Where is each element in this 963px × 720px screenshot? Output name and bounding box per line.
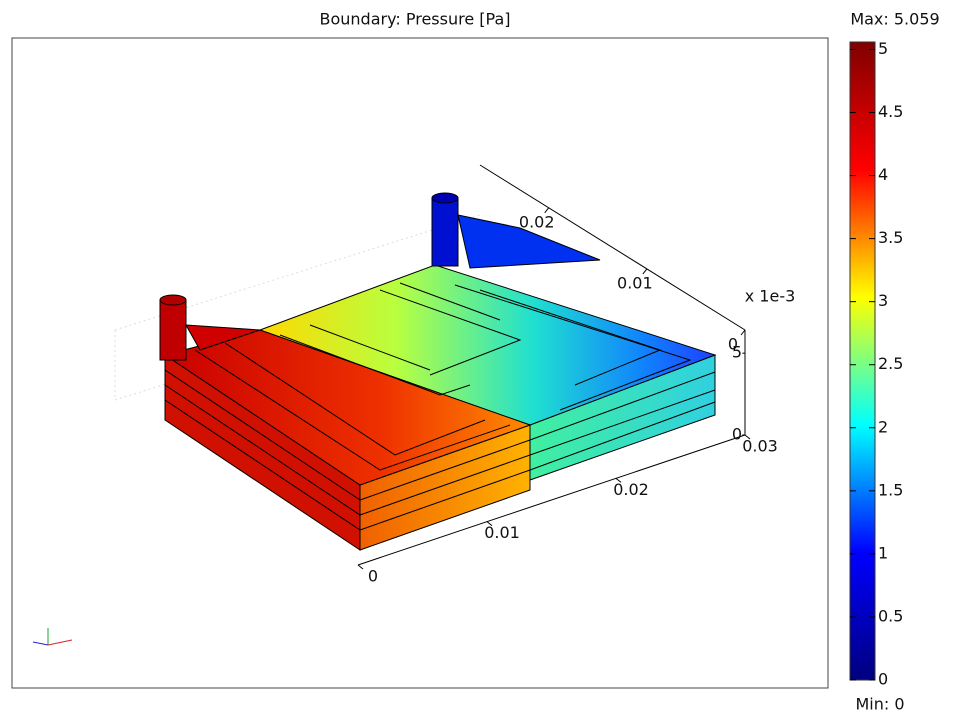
colorbar-tick-label: 4.5 — [878, 102, 903, 121]
x-axis-tick-label: 0.03 — [742, 437, 778, 456]
colorbar-tick-label: 3.5 — [878, 228, 903, 247]
colorbar — [850, 42, 875, 680]
x-axis-tick-label: 0 — [368, 567, 378, 586]
z-axis-label: x 1e-3 — [745, 287, 796, 306]
colorbar-tick-label: 0 — [878, 670, 888, 689]
x-axis-tick-label: 0.02 — [613, 480, 649, 499]
x-axis-tick-label: 0.01 — [484, 523, 520, 542]
z-axis-tick-label: 5 — [732, 343, 742, 362]
y-axis-tick-label: 0.02 — [519, 212, 555, 231]
colorbar-tick-label: 2 — [878, 417, 888, 436]
colorbar-tick-label: 4 — [878, 165, 888, 184]
colorbar-tick-label: 1 — [878, 543, 888, 562]
plot-title: Boundary: Pressure [Pa] — [320, 10, 511, 29]
x-axis-tick — [358, 565, 363, 569]
colorbar-tick-label: 1.5 — [878, 480, 903, 499]
colorbar-min: Min: 0 — [855, 695, 904, 714]
y-axis-tick — [741, 330, 745, 335]
geometry — [115, 165, 745, 565]
axis-triad — [33, 628, 72, 645]
z-axis-tick-label: 0 — [732, 425, 742, 444]
colorbar-tick-label: 5 — [878, 39, 888, 58]
colorbar-tick-label: 0.5 — [878, 606, 903, 625]
colorbar-tick-label: 3 — [878, 291, 888, 310]
colorbar-max: Max: 5.059 — [850, 10, 939, 29]
y-axis-tick-label: 0.01 — [617, 273, 653, 292]
colorbar-tick-label: 2.5 — [878, 354, 903, 373]
chart: Boundary: Pressure [Pa] — [0, 0, 963, 720]
